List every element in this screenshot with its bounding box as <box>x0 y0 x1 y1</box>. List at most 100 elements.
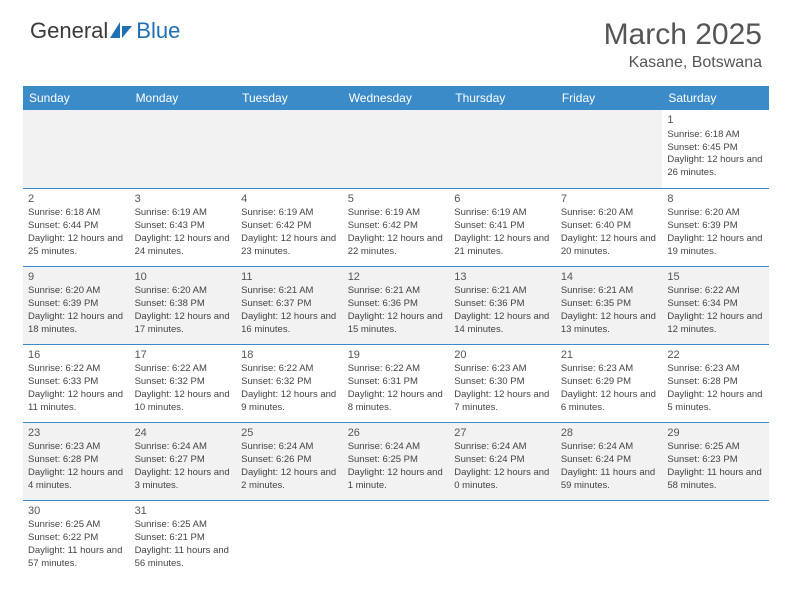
day-number: 23 <box>28 426 125 441</box>
day-number: 6 <box>454 192 551 207</box>
daylight-text: Daylight: 12 hours and 10 minutes. <box>135 389 232 415</box>
calendar-day: 8Sunrise: 6:20 AMSunset: 6:39 PMDaylight… <box>662 188 769 266</box>
sunrise-text: Sunrise: 6:21 AM <box>241 285 338 298</box>
sunrise-text: Sunrise: 6:24 AM <box>348 441 445 454</box>
sunset-text: Sunset: 6:43 PM <box>135 220 232 233</box>
daylight-text: Daylight: 12 hours and 13 minutes. <box>561 311 658 337</box>
day-number: 13 <box>454 270 551 285</box>
day-number: 7 <box>561 192 658 207</box>
sunrise-text: Sunrise: 6:23 AM <box>28 441 125 454</box>
daylight-text: Daylight: 11 hours and 59 minutes. <box>561 467 658 493</box>
month-title: March 2025 <box>604 18 762 52</box>
weekday-header: Saturday <box>662 86 769 110</box>
sunrise-text: Sunrise: 6:24 AM <box>135 441 232 454</box>
day-number: 17 <box>135 348 232 363</box>
calendar-day: 19Sunrise: 6:22 AMSunset: 6:31 PMDayligh… <box>343 344 450 422</box>
sunset-text: Sunset: 6:34 PM <box>667 298 764 311</box>
calendar-day: 28Sunrise: 6:24 AMSunset: 6:24 PMDayligh… <box>556 422 663 500</box>
sunrise-text: Sunrise: 6:23 AM <box>561 363 658 376</box>
day-number: 11 <box>241 270 338 285</box>
sunset-text: Sunset: 6:25 PM <box>348 454 445 467</box>
daylight-text: Daylight: 12 hours and 4 minutes. <box>28 467 125 493</box>
sunset-text: Sunset: 6:42 PM <box>241 220 338 233</box>
weekday-header: Wednesday <box>343 86 450 110</box>
calendar-day-empty <box>449 110 556 188</box>
calendar-day: 16Sunrise: 6:22 AMSunset: 6:33 PMDayligh… <box>23 344 130 422</box>
day-number: 24 <box>135 426 232 441</box>
sunset-text: Sunset: 6:45 PM <box>667 142 764 155</box>
day-number: 30 <box>28 504 125 519</box>
calendar-week: 2Sunrise: 6:18 AMSunset: 6:44 PMDaylight… <box>23 188 769 266</box>
location: Kasane, Botswana <box>604 54 762 72</box>
calendar-week: 23Sunrise: 6:23 AMSunset: 6:28 PMDayligh… <box>23 422 769 500</box>
calendar-week: 1Sunrise: 6:18 AMSunset: 6:45 PMDaylight… <box>23 110 769 188</box>
day-number: 14 <box>561 270 658 285</box>
calendar-day: 24Sunrise: 6:24 AMSunset: 6:27 PMDayligh… <box>130 422 237 500</box>
calendar-table: SundayMondayTuesdayWednesdayThursdayFrid… <box>23 86 769 578</box>
day-number: 28 <box>561 426 658 441</box>
calendar-day: 25Sunrise: 6:24 AMSunset: 6:26 PMDayligh… <box>236 422 343 500</box>
sunset-text: Sunset: 6:38 PM <box>135 298 232 311</box>
sunset-text: Sunset: 6:22 PM <box>28 532 125 545</box>
sunset-text: Sunset: 6:28 PM <box>28 454 125 467</box>
sunset-text: Sunset: 6:27 PM <box>135 454 232 467</box>
sunset-text: Sunset: 6:37 PM <box>241 298 338 311</box>
day-number: 1 <box>667 113 764 128</box>
logo-text-blue: Blue <box>136 18 180 44</box>
sunset-text: Sunset: 6:32 PM <box>135 376 232 389</box>
calendar-day: 13Sunrise: 6:21 AMSunset: 6:36 PMDayligh… <box>449 266 556 344</box>
sunrise-text: Sunrise: 6:20 AM <box>667 207 764 220</box>
daylight-text: Daylight: 12 hours and 7 minutes. <box>454 389 551 415</box>
sunrise-text: Sunrise: 6:18 AM <box>667 129 764 142</box>
day-number: 22 <box>667 348 764 363</box>
day-number: 8 <box>667 192 764 207</box>
daylight-text: Daylight: 12 hours and 12 minutes. <box>667 311 764 337</box>
sunrise-text: Sunrise: 6:24 AM <box>561 441 658 454</box>
daylight-text: Daylight: 12 hours and 6 minutes. <box>561 389 658 415</box>
calendar-day-empty <box>343 110 450 188</box>
sunset-text: Sunset: 6:39 PM <box>667 220 764 233</box>
calendar-body: 1Sunrise: 6:18 AMSunset: 6:45 PM Daylight… <box>23 110 769 578</box>
day-number: 27 <box>454 426 551 441</box>
weekday-row: SundayMondayTuesdayWednesdayThursdayFrid… <box>23 86 769 110</box>
sunset-text: Sunset: 6:42 PM <box>348 220 445 233</box>
sail-icon <box>108 20 134 45</box>
day-number: 16 <box>28 348 125 363</box>
daylight-text: Daylight: 12 hours and 11 minutes. <box>28 389 125 415</box>
day-number: 19 <box>348 348 445 363</box>
calendar-day: 17Sunrise: 6:22 AMSunset: 6:32 PMDayligh… <box>130 344 237 422</box>
calendar-day: 20Sunrise: 6:23 AMSunset: 6:30 PMDayligh… <box>449 344 556 422</box>
weekday-header: Friday <box>556 86 663 110</box>
sunrise-text: Sunrise: 6:22 AM <box>135 363 232 376</box>
calendar-day: 5Sunrise: 6:19 AMSunset: 6:42 PMDaylight… <box>343 188 450 266</box>
sunset-text: Sunset: 6:35 PM <box>561 298 658 311</box>
day-number: 18 <box>241 348 338 363</box>
weekday-header: Tuesday <box>236 86 343 110</box>
sunset-text: Sunset: 6:26 PM <box>241 454 338 467</box>
sunrise-text: Sunrise: 6:19 AM <box>348 207 445 220</box>
calendar-day: 26Sunrise: 6:24 AMSunset: 6:25 PMDayligh… <box>343 422 450 500</box>
daylight-text: Daylight: 12 hours and 18 minutes. <box>28 311 125 337</box>
sunrise-text: Sunrise: 6:21 AM <box>454 285 551 298</box>
day-number: 31 <box>135 504 232 519</box>
calendar-day: 9Sunrise: 6:20 AMSunset: 6:39 PMDaylight… <box>23 266 130 344</box>
calendar-day: 30Sunrise: 6:25 AMSunset: 6:22 PMDayligh… <box>23 500 130 578</box>
daylight-text: Daylight: 12 hours and 24 minutes. <box>135 233 232 259</box>
day-number: 12 <box>348 270 445 285</box>
day-number: 20 <box>454 348 551 363</box>
daylight-text: Daylight: 11 hours and 58 minutes. <box>667 467 764 493</box>
daylight-text: Daylight: 12 hours and 2 minutes. <box>241 467 338 493</box>
calendar-day-empty <box>343 500 450 578</box>
sunrise-text: Sunrise: 6:22 AM <box>28 363 125 376</box>
calendar-day: 15Sunrise: 6:22 AMSunset: 6:34 PMDayligh… <box>662 266 769 344</box>
title-block: March 2025 Kasane, Botswana <box>604 18 762 72</box>
day-number: 5 <box>348 192 445 207</box>
calendar-day: 4Sunrise: 6:19 AMSunset: 6:42 PMDaylight… <box>236 188 343 266</box>
sunrise-text: Sunrise: 6:21 AM <box>561 285 658 298</box>
day-number: 25 <box>241 426 338 441</box>
calendar-day: 22Sunrise: 6:23 AMSunset: 6:28 PMDayligh… <box>662 344 769 422</box>
calendar-day: 23Sunrise: 6:23 AMSunset: 6:28 PMDayligh… <box>23 422 130 500</box>
calendar-day: 7Sunrise: 6:20 AMSunset: 6:40 PMDaylight… <box>556 188 663 266</box>
header: General Blue March 2025 Kasane, Botswana <box>0 0 792 80</box>
daylight-text: Daylight: 12 hours and 15 minutes. <box>348 311 445 337</box>
